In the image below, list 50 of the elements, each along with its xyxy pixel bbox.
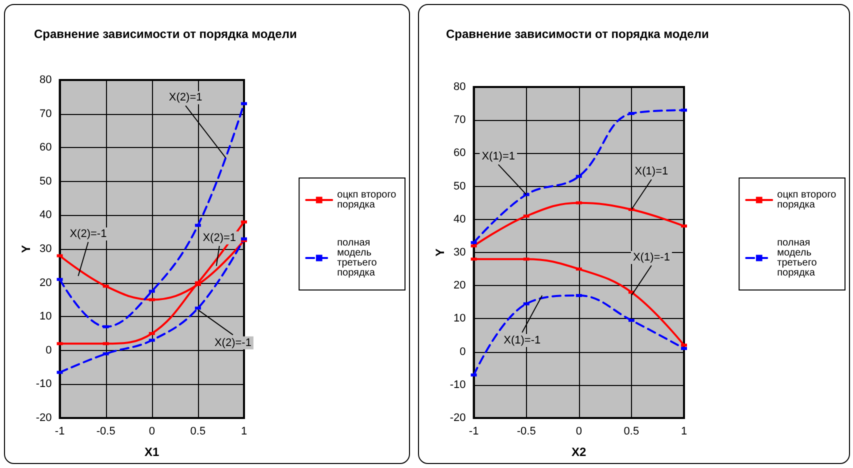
y-tick-label: 80: [40, 74, 52, 86]
legend-label: оцкп второго порядка: [337, 190, 400, 210]
x-tick-label: 1: [680, 426, 688, 438]
x-axis-title: X2: [572, 445, 587, 459]
x-tick-label: -1: [54, 426, 65, 438]
y-tick-label: -10: [36, 378, 52, 390]
y-tick-label: 60: [40, 142, 52, 154]
annotation: X(1)=1: [634, 165, 668, 178]
x-tick-label: 0: [576, 426, 582, 438]
chart-title: Сравнение зависимости от порядка модели: [446, 27, 709, 41]
x-tick-label: -0.5: [516, 426, 536, 438]
y-tick-label: 10: [40, 310, 52, 323]
y-tick-label: 60: [454, 147, 466, 160]
annotation: X(2)=-1: [214, 336, 252, 349]
x-tick-label: 0: [148, 426, 155, 438]
legend-label: полная модель третьего порядка: [337, 238, 380, 278]
legend-label: полная модель третьего порядка: [777, 238, 820, 278]
y-axis-title: Y: [433, 248, 447, 257]
x-tick-label: 0.5: [190, 426, 206, 438]
y-tick-label: 0: [46, 344, 52, 356]
legend-label: оцкп второго порядка: [777, 190, 840, 210]
y-tick-label: 70: [454, 114, 466, 126]
y-tick-label: 20: [454, 280, 466, 292]
x-tick-label: -1: [468, 426, 479, 438]
x-tick-label: -0.5: [96, 426, 116, 438]
y-tick-label: 30: [454, 246, 466, 258]
y-tick-label: 30: [40, 243, 52, 255]
y-axis-title: Y: [19, 244, 33, 254]
y-tick-label: -20: [36, 412, 52, 424]
x-tick-label: 1: [240, 426, 248, 438]
y-tick-label: 80: [454, 81, 466, 93]
annotation: X(2)=-1: [70, 228, 107, 240]
y-tick-label: 10: [454, 312, 466, 325]
annotation: X(1)=-1: [504, 334, 541, 347]
y-tick-label: 70: [40, 108, 52, 120]
y-tick-label: 0: [460, 346, 466, 358]
y-tick-label: 40: [454, 213, 466, 226]
y-tick-label: 50: [454, 180, 466, 192]
annotation: X(2)=1: [168, 92, 202, 104]
y-tick-label: 40: [40, 209, 52, 222]
y-tick-label: 50: [40, 175, 52, 188]
annotation: X(2)=1: [202, 232, 236, 244]
y-tick-label: -10: [450, 378, 466, 391]
y-tick-label: 20: [40, 276, 52, 289]
x-tick-label: 0.5: [624, 426, 640, 438]
chart-title: Сравнение зависимости от порядка модели: [34, 27, 297, 41]
y-tick-label: -20: [450, 412, 466, 424]
x-axis-title: X1: [144, 445, 160, 459]
annotation: X(1)=-1: [632, 252, 670, 264]
annotation: X(1)=1: [482, 150, 516, 163]
